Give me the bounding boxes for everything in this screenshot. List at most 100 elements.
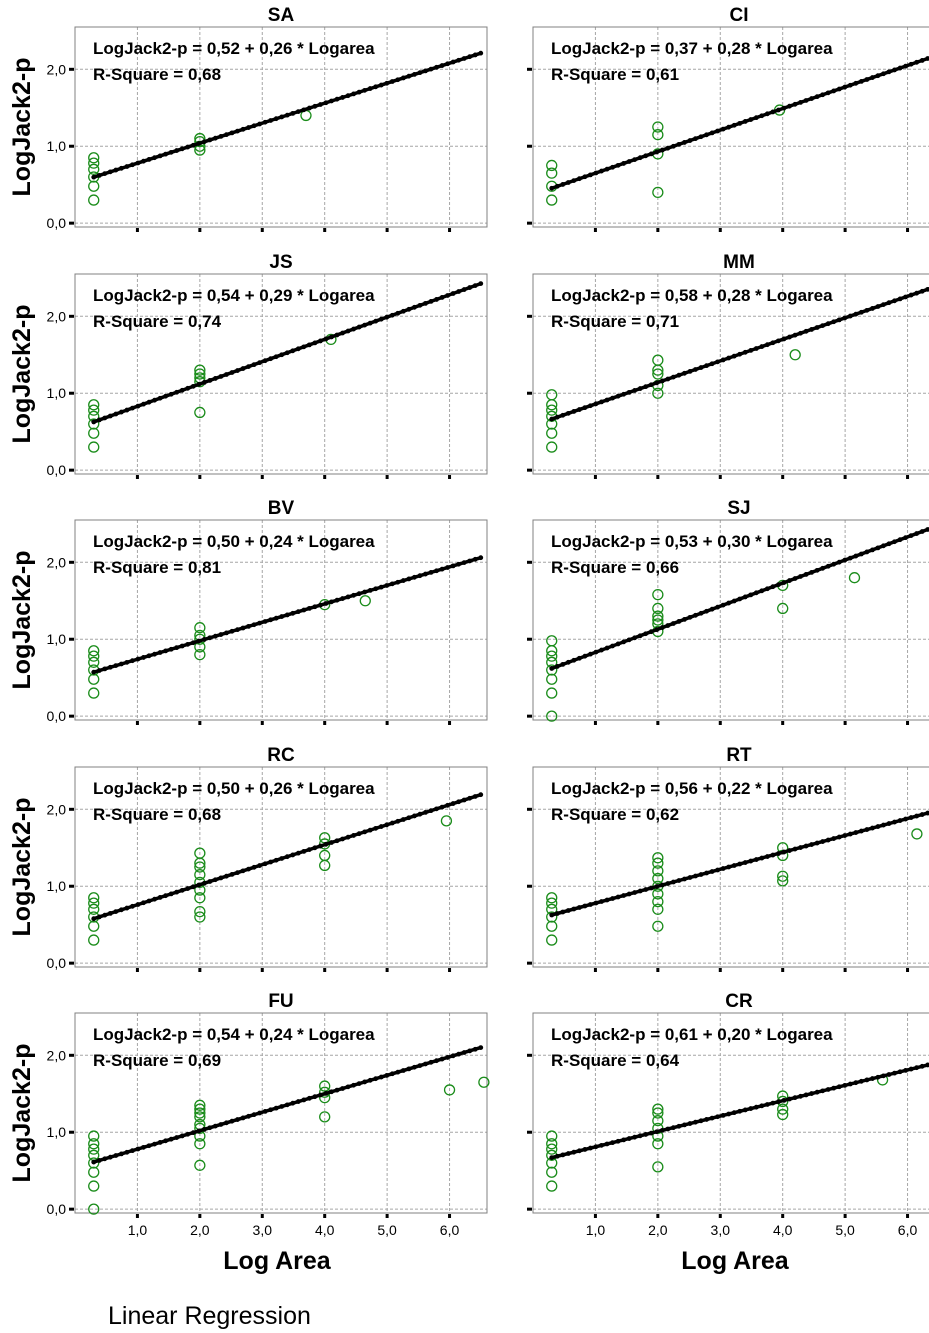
regression-bead	[190, 640, 196, 646]
regression-bead	[659, 625, 665, 630]
regression-bead	[450, 59, 456, 65]
regression-bead	[892, 67, 897, 73]
regression-bead	[925, 1062, 929, 1068]
regression-bead	[295, 609, 301, 615]
regression-bead	[925, 56, 929, 61]
regression-bead	[737, 120, 743, 126]
regression-bead	[803, 328, 809, 334]
regression-bead	[748, 348, 754, 353]
regression-bead	[892, 1070, 897, 1076]
regression-bead	[925, 810, 929, 816]
regression-bead	[229, 628, 235, 634]
regression-bead	[748, 117, 754, 122]
data-point	[194, 1111, 206, 1123]
regression-bead	[659, 147, 665, 153]
panel-title: RC	[267, 745, 295, 766]
regression-bead	[571, 906, 577, 912]
data-point	[88, 897, 100, 909]
regression-equation: LogJack2-p = 0,56 + 0,22 * Logarea	[551, 779, 833, 798]
regression-bead	[246, 364, 251, 369]
regression-bead	[836, 559, 842, 565]
data-point	[652, 920, 664, 932]
y-tick-label: 1,0	[47, 878, 67, 894]
regression-bead	[676, 1123, 682, 1129]
regression-bead	[467, 558, 473, 564]
regression-bead	[384, 80, 390, 86]
regression-equation: LogJack2-p = 0,50 + 0,24 * Logarea	[93, 532, 375, 551]
regression-bead	[185, 641, 191, 647]
regression-bead	[113, 663, 119, 669]
regression-bead	[764, 854, 770, 859]
regression-bead	[224, 873, 229, 879]
regression-bead	[472, 283, 478, 288]
regression-bead	[229, 872, 235, 877]
y-tick-label: 2,0	[47, 61, 67, 77]
regression-bead	[306, 605, 312, 611]
panel-title: BV	[268, 498, 295, 519]
regression-bead	[235, 870, 240, 876]
data-point	[546, 194, 558, 206]
data-point	[88, 673, 100, 685]
regression-bead	[384, 1073, 390, 1078]
regression-bead	[246, 866, 251, 872]
regression-bead	[340, 836, 345, 842]
panel-cr: CR 1,0 2,0 3,0 4,0 5,0 6,0 LogJack2-p = 0,61 + …	[527, 991, 929, 1275]
regression-bead	[842, 1082, 848, 1088]
regression-bead	[306, 1095, 312, 1101]
data-point	[194, 1138, 206, 1150]
regression-bead	[152, 651, 157, 657]
regression-bead	[798, 330, 803, 336]
regression-bead	[576, 655, 582, 661]
panel-rt: RT LogJack2-p = 0,56 + 0,22 * Logarea R-Sq…	[527, 745, 929, 972]
regression-bead	[720, 357, 726, 363]
regression-bead	[306, 847, 312, 853]
regression-bead	[693, 136, 698, 142]
regression-bead	[284, 854, 290, 860]
regression-bead	[113, 909, 119, 915]
regression-bead	[179, 1133, 185, 1139]
regression-bead	[340, 596, 345, 601]
regression-bead	[367, 587, 373, 593]
data-point	[546, 1130, 558, 1142]
regression-bead	[107, 910, 113, 916]
regression-bead	[179, 387, 185, 393]
regression-bead	[91, 669, 97, 675]
regression-bead	[720, 126, 726, 132]
regression-bead	[576, 905, 582, 910]
r-square-label: R-Square = 0,71	[551, 312, 679, 331]
regression-bead	[417, 302, 423, 308]
regression-bead	[665, 881, 671, 886]
data-point	[194, 905, 206, 918]
regression-bead	[423, 300, 428, 306]
regression-bead	[925, 527, 929, 532]
data-point	[194, 1107, 206, 1119]
regression-bead	[146, 157, 152, 162]
regression-bead	[224, 630, 229, 636]
regression-bead	[124, 659, 130, 665]
regression-bead	[864, 549, 870, 555]
regression-bead	[792, 576, 798, 581]
data-point	[546, 664, 558, 676]
regression-bead	[720, 1112, 726, 1118]
regression-bead	[439, 295, 445, 300]
data-point	[652, 610, 664, 622]
regression-bead	[212, 135, 218, 141]
regression-bead	[240, 625, 246, 631]
regression-bead	[107, 1154, 113, 1160]
r-square-label: R-Square = 0,62	[551, 805, 679, 824]
regression-bead	[212, 877, 218, 883]
regression-bead	[704, 608, 709, 614]
regression-bead	[709, 1115, 715, 1121]
regression-bead	[400, 1068, 406, 1073]
regression-bead	[776, 107, 781, 113]
regression-bead	[124, 407, 130, 413]
regression-bead	[190, 383, 196, 389]
regression-bead	[764, 111, 770, 117]
regression-bead	[356, 831, 362, 837]
regression-bead	[257, 360, 262, 366]
regression-bead	[163, 648, 169, 654]
regression-equation: LogJack2-p = 0,54 + 0,24 * Logarea	[93, 1025, 375, 1044]
regression-bead	[334, 332, 340, 338]
regression-bead	[362, 589, 368, 595]
regression-bead	[776, 851, 781, 856]
